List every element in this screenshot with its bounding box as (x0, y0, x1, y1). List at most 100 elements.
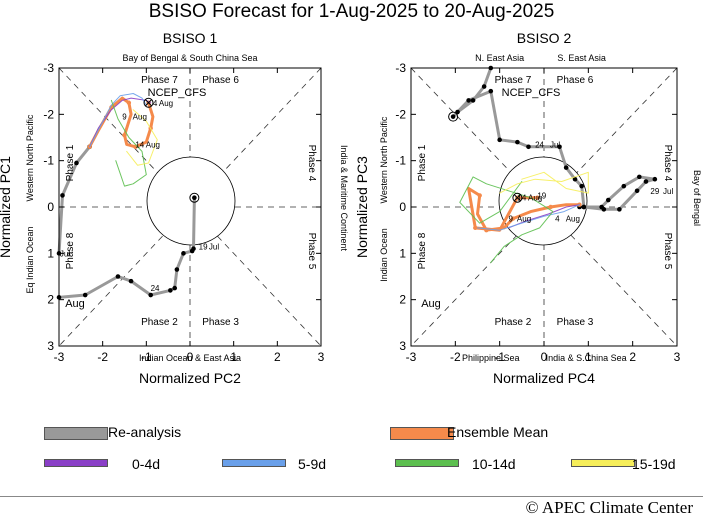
legend-swatch-0-4d (44, 459, 108, 467)
reanalysis-point (497, 137, 502, 143)
legend-swatch-reanalysis (44, 427, 108, 440)
ensemble-point (548, 204, 553, 210)
y-tick-label: 1 (399, 246, 406, 260)
phase-label: Phase 7 (141, 75, 178, 86)
model-label: NCEP_CFS (148, 87, 207, 99)
forecast-end-marker-cross (145, 99, 152, 107)
y-tick-label: -2 (395, 107, 406, 121)
series-line-15-19d (499, 171, 589, 194)
ensemble-point (126, 100, 132, 105)
x-tick-label: 2 (629, 350, 636, 364)
reanalysis-point (572, 176, 578, 182)
forecast-end-marker-cross (514, 194, 521, 202)
x-tick-label: 0 (187, 350, 194, 364)
ensemble-point (473, 225, 478, 231)
reanalysis-point (652, 176, 658, 182)
region-label-top: Bay of Bengal & South China Sea (122, 53, 257, 63)
date-annotation: 14 (517, 194, 526, 203)
series-line-5-9d (89, 93, 147, 148)
region-label-bottom-right: India & S.China Sea (546, 353, 627, 363)
region-label-bottom-left: Philippine Sea (462, 353, 520, 363)
reanalysis-point (488, 88, 494, 94)
region-label-right: Bay of Bengal (692, 170, 702, 226)
series-line-ensemble-mean (467, 187, 581, 232)
region-label-bottom: Indian Ocean & East Asia (139, 353, 241, 363)
x-tick-label: 1 (230, 350, 237, 364)
date-annotation: 9 (509, 215, 514, 224)
phase-label: Phase 5 (662, 233, 673, 270)
phase-label: Phase 4 (662, 145, 673, 182)
region-label-right: India & Maritime Continent (339, 145, 349, 252)
panel-title: BSISO 1 (163, 30, 218, 46)
region-label-top-left: N. East Asia (475, 53, 524, 63)
x-tick-label: -3 (406, 350, 417, 364)
series-line-10-14d (459, 176, 554, 264)
reanalysis-point (617, 207, 622, 212)
reanalysis-point (172, 285, 178, 291)
reanalysis-point (115, 274, 121, 279)
reanalysis-point (168, 288, 173, 293)
legend-label-0-4d: 0-4d (132, 456, 161, 472)
x-tick-label: 3 (674, 350, 681, 364)
date-annotation: 9 (122, 113, 127, 122)
series-line-re-analysis-end-of-jul- (57, 145, 92, 255)
model-label: NCEP_CFS (502, 87, 561, 99)
y-tick-label: -3 (395, 61, 406, 75)
date-annotation: 19 (199, 242, 208, 251)
reanalysis-point (481, 84, 487, 89)
reanalysis-point (526, 144, 531, 150)
reanalysis-point (643, 179, 649, 184)
date-annotation: Aug (133, 113, 147, 122)
x-axis-label: Normalized PC4 (493, 370, 595, 386)
x-tick-label: -3 (54, 350, 65, 364)
y-tick-label: 2 (47, 293, 54, 307)
date-annotation: Jul (550, 140, 560, 149)
month-label: Aug (65, 298, 85, 310)
x-tick-label: -2 (97, 350, 108, 364)
series-line-15-19d (126, 109, 158, 166)
y-axis-label: Normalized PC3 (354, 156, 370, 258)
reanalysis-point (599, 204, 604, 210)
x-tick-label: 0 (541, 350, 548, 364)
phase-label: Phase 7 (495, 75, 532, 86)
ensemble-point (122, 132, 127, 138)
y-tick-label: 0 (399, 200, 406, 214)
phase-label: Phase 3 (557, 317, 594, 328)
series-line-re-analysis (451, 66, 657, 211)
phase-label: Phase 8 (65, 232, 76, 269)
y-tick-label: -3 (43, 61, 54, 75)
y-tick-label: -1 (395, 154, 406, 168)
start-marker (189, 192, 200, 203)
ensemble-point (510, 216, 516, 221)
y-axis-label: Normalized PC1 (0, 156, 13, 258)
x-tick-label: 2 (274, 350, 281, 364)
date-annotation: 19 (537, 191, 546, 200)
date-annotation: Jul (663, 187, 673, 196)
reanalysis-point (470, 98, 476, 103)
phase-label: Phase 4 (306, 145, 317, 182)
reanalysis-point (174, 267, 180, 272)
ensemble-point (535, 195, 540, 200)
start-marker-dot (192, 196, 196, 200)
phase-label: Phase 6 (202, 75, 239, 86)
x-tick-label: -1 (494, 350, 505, 364)
legend-label-reanalysis: Re-analysis (108, 424, 182, 440)
copyright: © APEC Climate Center (525, 498, 693, 517)
reanalysis-point (466, 98, 471, 103)
legend-label-5-9d: 5-9d (298, 456, 327, 472)
x-axis-label: Normalized PC2 (139, 370, 241, 386)
reanalysis-point (191, 246, 196, 251)
y-tick-label: 2 (399, 293, 406, 307)
legend-swatch-15-19d (571, 459, 635, 467)
reanalysis-point (515, 139, 520, 145)
legend-swatch-5-9d (222, 459, 286, 467)
date-annotation: 24 (535, 140, 544, 149)
y-tick-label: -2 (43, 107, 54, 121)
y-tick-label: 1 (47, 246, 54, 260)
date-annotation: 24 (151, 284, 160, 293)
phase-label: Phase 8 (417, 232, 428, 269)
date-annotation: Aug (146, 140, 160, 149)
